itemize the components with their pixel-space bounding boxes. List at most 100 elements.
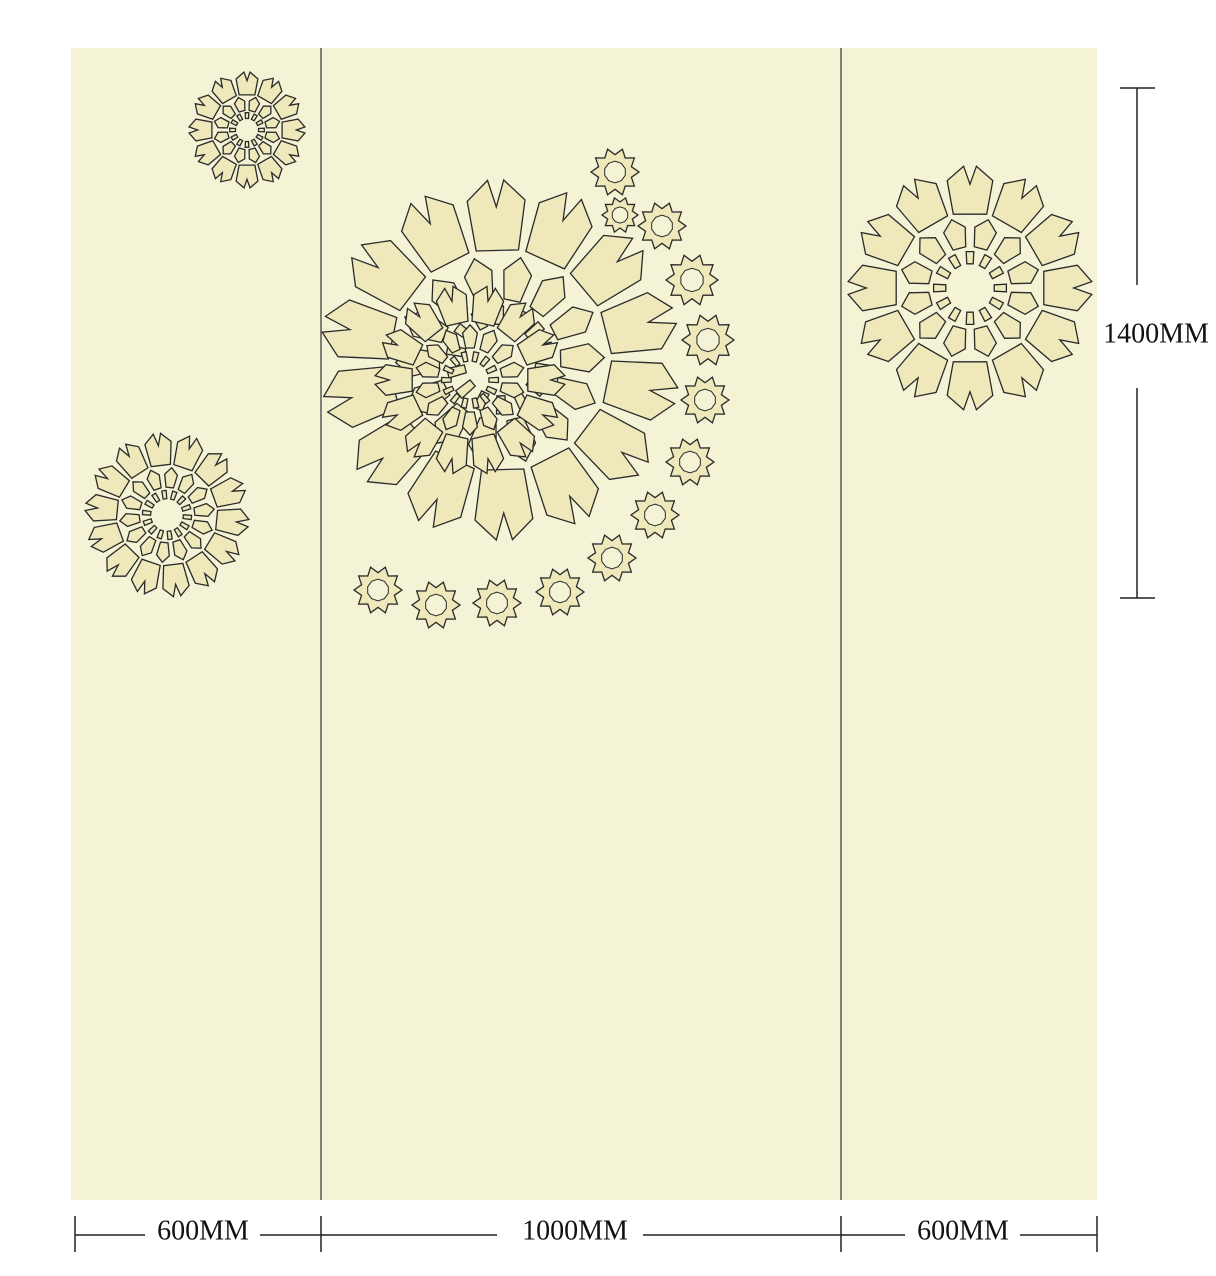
core-cell [460, 351, 469, 363]
core-cell [471, 397, 480, 409]
petal [602, 360, 679, 421]
petal [1043, 264, 1093, 312]
core-cell [255, 118, 264, 127]
petal [946, 361, 994, 411]
core-cell [442, 364, 455, 375]
petal [194, 139, 222, 166]
petal [895, 178, 949, 234]
petal [600, 291, 678, 355]
core-cell [947, 253, 962, 270]
petal [185, 550, 219, 587]
core-cell [235, 138, 244, 147]
inner-cell [491, 344, 514, 365]
inner-cell [177, 473, 195, 495]
inner-cell [233, 147, 246, 164]
petal [530, 447, 600, 525]
petal [173, 435, 204, 472]
core-cell [244, 140, 250, 148]
petal [115, 443, 149, 480]
petal [991, 178, 1045, 234]
petal [496, 302, 536, 343]
petal [404, 302, 444, 343]
petal [471, 285, 505, 327]
petal [569, 234, 644, 307]
core-cell [182, 514, 193, 521]
petal [187, 118, 213, 142]
petal [474, 468, 534, 542]
petal [404, 417, 444, 458]
core-cell [442, 385, 455, 396]
petal [351, 239, 427, 312]
petal [525, 191, 593, 270]
petal [860, 309, 916, 363]
inner-cell [442, 329, 461, 354]
star-core [604, 160, 626, 184]
core-cell [479, 392, 491, 405]
inner-cell [919, 237, 947, 265]
inner-cell [257, 105, 272, 120]
inner-cell [164, 466, 179, 489]
inner-cell [155, 541, 170, 564]
petal [256, 77, 283, 105]
petal [194, 453, 228, 487]
core-cell [257, 127, 265, 133]
inner-cell [264, 116, 281, 129]
core-cell [235, 113, 244, 122]
petal [516, 328, 559, 366]
petal [400, 195, 470, 273]
inner-cell [222, 105, 237, 120]
core-cell [449, 355, 461, 368]
petal [527, 364, 567, 396]
petal [322, 365, 400, 429]
inner-cell [193, 502, 216, 517]
core-cell [935, 265, 952, 280]
core-cell [988, 265, 1005, 280]
inner-cell [479, 406, 498, 431]
petal [194, 94, 222, 121]
core-cell [993, 283, 1008, 293]
inner-cell [900, 260, 933, 285]
inner-cell [426, 395, 449, 416]
star-core [696, 327, 720, 353]
inner-cell [1007, 260, 1040, 285]
core-cell [156, 529, 165, 540]
core-cell [978, 306, 993, 323]
star-core [644, 503, 666, 527]
core-cell [169, 490, 178, 501]
petal [144, 432, 172, 468]
star-core [679, 450, 701, 474]
petal [281, 118, 307, 142]
petal [991, 342, 1045, 398]
star-core [601, 546, 623, 570]
core-cell [965, 250, 975, 265]
inner-cell [132, 481, 151, 500]
core-cell [454, 379, 477, 400]
core-cell [471, 351, 480, 363]
petal [272, 94, 300, 121]
inner-cell [415, 382, 441, 399]
inner-cell [264, 131, 281, 144]
inner-cell [139, 535, 157, 557]
core-cell [176, 494, 187, 506]
dim-label: 1400MM [1103, 318, 1209, 349]
core-cell [166, 530, 173, 541]
dim-label: 600MM [157, 1215, 249, 1246]
core-cell [229, 127, 237, 133]
core-cell [142, 517, 154, 527]
core-cell [250, 138, 259, 147]
core-cell [250, 113, 259, 122]
core-cell [440, 376, 452, 384]
inner-cell [426, 344, 449, 365]
inner-cell [257, 140, 272, 155]
core-cell [935, 296, 952, 311]
petal [381, 394, 424, 432]
inner-cell [993, 311, 1021, 339]
inner-cell [415, 361, 441, 378]
core-cell [988, 296, 1005, 311]
inner-cell [442, 406, 461, 431]
core-cell [485, 364, 498, 375]
inner-cell [172, 538, 188, 561]
petal [83, 493, 120, 522]
